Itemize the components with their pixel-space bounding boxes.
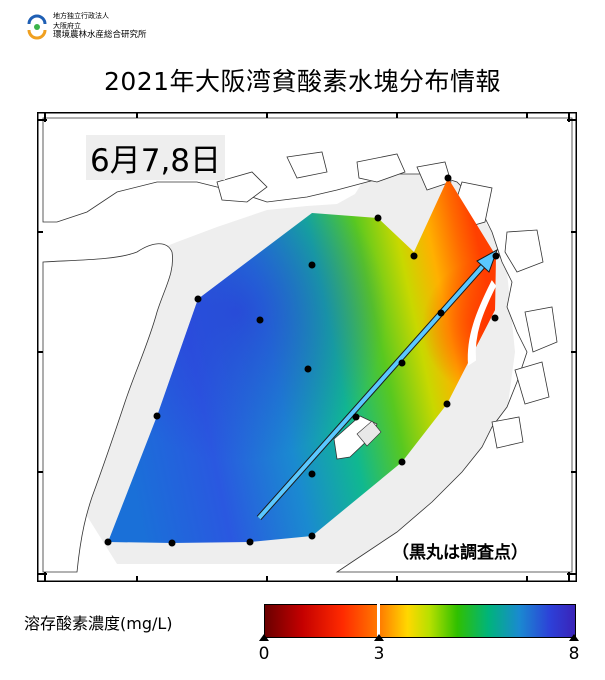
survey-station — [246, 538, 254, 546]
survey-station — [352, 413, 360, 421]
colorbar-label: 溶存酸素濃度(mg/L) — [24, 614, 173, 633]
survey-station — [304, 365, 312, 373]
survey-station — [194, 295, 202, 303]
survey-station — [491, 314, 499, 322]
survey-station — [104, 538, 112, 546]
survey-station — [398, 359, 406, 367]
survey-station — [308, 470, 316, 478]
port-islands — [216, 151, 558, 449]
awaji-island — [42, 243, 173, 573]
institute-logo: 地方独立行政法人 大阪府立 環境農林水産総合研究所 — [26, 12, 206, 44]
airport-outline — [467, 280, 497, 366]
colorbar-tick-mid — [374, 634, 384, 641]
institute-name-line1: 地方独立行政法人 — [53, 12, 109, 20]
survey-station — [492, 252, 500, 260]
survey-station — [410, 252, 418, 260]
institute-logo-icon — [27, 14, 47, 40]
station-note: （黒丸は調査点） — [392, 543, 528, 563]
frame-ticks — [37, 112, 577, 582]
survey-station — [398, 458, 406, 466]
survey-station — [153, 412, 161, 420]
page-title: 2021年大阪湾貧酸素水塊分布情報 — [103, 67, 502, 96]
survey-station — [374, 214, 382, 222]
colorbar-label-min: 0 — [258, 644, 270, 664]
survey-station — [256, 316, 264, 324]
survey-station — [308, 532, 316, 540]
osaka-bay-map — [37, 112, 577, 582]
colorbar-label-mid: 3 — [373, 644, 385, 664]
do-colorbar — [264, 604, 576, 638]
survey-station — [168, 539, 176, 547]
survey-station — [444, 174, 452, 182]
survey-stations — [104, 174, 500, 547]
survey-station — [443, 400, 451, 408]
survey-date: 6月7,8日 — [86, 135, 226, 180]
flow-arrow — [256, 248, 498, 520]
institute-name-line3: 環境農林水産総合研究所 — [53, 30, 147, 40]
survey-station — [308, 261, 316, 269]
colorbar-tick-max — [569, 634, 579, 641]
colorbar-label-max: 8 — [568, 644, 580, 664]
survey-station — [437, 309, 445, 317]
colorbar-threshold-marker — [377, 604, 380, 638]
colorbar-tick-min — [259, 634, 269, 641]
institute-name: 地方独立行政法人 大阪府立 環境農林水産総合研究所 — [53, 12, 147, 41]
institute-name-line2: 大阪府立 — [53, 21, 81, 30]
